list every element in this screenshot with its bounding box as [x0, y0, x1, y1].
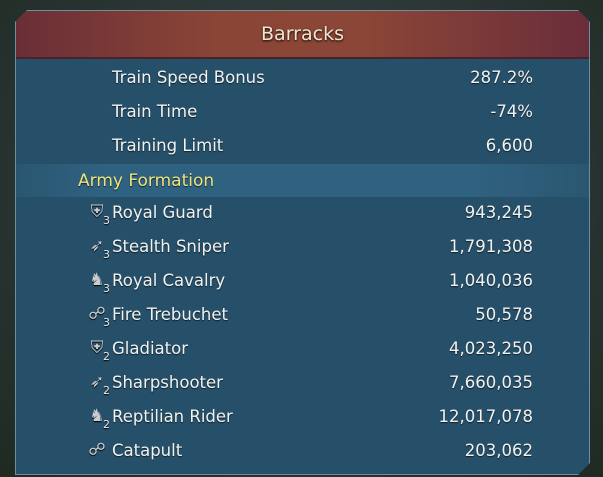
troop-count: 203,062: [464, 440, 533, 460]
stat-label: Train Time: [112, 101, 198, 121]
archer-bow-icon: ➶ 3: [86, 235, 108, 257]
panel-header: Barracks: [16, 11, 589, 59]
troop-row: ♞ 2 Reptilian Rider 12,017,078: [16, 399, 589, 433]
stat-label: Training Limit: [112, 135, 224, 155]
troop-row: ➶ 2 Sharpshooter 7,660,035: [16, 365, 589, 399]
tier-number: 3: [103, 248, 110, 261]
troop-count: 1,791,308: [449, 236, 533, 256]
troop-name: Reptilian Rider: [112, 406, 233, 426]
infantry-shield-icon: ⛨ 3: [86, 201, 108, 223]
troop-count: 4,023,250: [449, 338, 533, 358]
tier-number: 3: [103, 316, 110, 329]
barracks-panel: Barracks Train Speed Bonus 287.2% Train Ti…: [15, 10, 590, 475]
cavalry-horse-icon: ♞ 2: [86, 405, 108, 427]
troop-row: ➶ 3 Stealth Sniper 1,791,308: [16, 229, 589, 263]
siege-icon: ☍ 3: [86, 303, 108, 325]
troop-row: ⛨ 3 Royal Guard 943,245: [16, 195, 589, 229]
tier-number: 3: [103, 282, 110, 295]
tier-number: 2: [103, 418, 110, 431]
troop-count: 7,660,035: [449, 372, 533, 392]
tier-number: 3: [103, 214, 110, 227]
icon-glyph: ♞: [89, 406, 105, 426]
icon-glyph: ♞: [89, 270, 105, 290]
troop-name: Fire Trebuchet: [112, 304, 228, 324]
icon-glyph: ➶: [89, 236, 105, 256]
icon-glyph: ⛨: [90, 202, 104, 222]
stat-row: Train Speed Bonus 287.2%: [16, 60, 589, 94]
archer-bow-icon: ➶ 2: [86, 371, 108, 393]
icon-glyph: ⛨: [90, 338, 104, 358]
stat-row: Training Limit 6,600: [16, 128, 589, 162]
troop-count: 1,040,036: [449, 270, 533, 290]
troop-count: 12,017,078: [438, 406, 533, 426]
icon-glyph: ☍: [88, 440, 106, 460]
cavalry-horse-icon: ♞ 3: [86, 269, 108, 291]
troop-name: Sharpshooter: [112, 372, 223, 392]
panel-title: Barracks: [261, 23, 344, 45]
stat-row: Train Time -74%: [16, 94, 589, 128]
troop-count: 50,578: [475, 304, 533, 324]
stat-value: -74%: [490, 101, 533, 121]
troop-row: ☍ Catapult 203,062: [16, 433, 589, 467]
troop-name: Stealth Sniper: [112, 236, 229, 256]
icon-glyph: ☍: [88, 304, 106, 324]
siege-icon: ☍: [86, 439, 108, 461]
troop-name: Royal Guard: [112, 202, 213, 222]
army-formation-heading: Army Formation: [78, 170, 215, 191]
icon-glyph: ➶: [89, 372, 105, 392]
tier-number: 2: [103, 384, 110, 397]
stat-value: 6,600: [485, 135, 533, 155]
infantry-shield-icon: ⛨ 2: [86, 337, 108, 359]
tier-number: 2: [103, 350, 110, 363]
section-band: [16, 164, 589, 197]
stat-label: Train Speed Bonus: [112, 67, 265, 87]
troop-name: Catapult: [112, 440, 183, 460]
troop-row: ☍ 3 Fire Trebuchet 50,578: [16, 297, 589, 331]
stat-value: 287.2%: [470, 67, 533, 87]
troop-count: 943,245: [464, 202, 533, 222]
troop-name: Gladiator: [112, 338, 188, 358]
troop-row: ⛨ 2 Gladiator 4,023,250: [16, 331, 589, 365]
troop-row: ♞ 3 Royal Cavalry 1,040,036: [16, 263, 589, 297]
troop-name: Royal Cavalry: [112, 270, 226, 290]
